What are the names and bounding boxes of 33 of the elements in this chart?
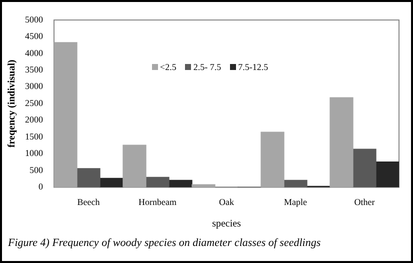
legend-label: 2.5- 7.5 xyxy=(192,62,222,72)
y-tick-label: 3000 xyxy=(25,81,44,92)
y-tick-label: 500 xyxy=(30,164,44,175)
bar xyxy=(376,161,399,188)
bar xyxy=(168,180,192,188)
bar xyxy=(284,180,308,188)
legend-label: 7.5-12.5 xyxy=(237,62,268,72)
y-tick-label: 4000 xyxy=(25,48,44,58)
y-axis-title: freqency (indivisual) xyxy=(6,60,18,148)
x-tick-label: Maple xyxy=(284,196,307,207)
x-axis-title: species xyxy=(212,218,242,230)
x-tick-label: Hornbeam xyxy=(138,196,176,207)
bar xyxy=(260,132,284,188)
x-tick-label: Beech xyxy=(77,196,100,207)
bar xyxy=(192,184,216,188)
bar xyxy=(76,168,100,188)
y-tick-label: 1000 xyxy=(25,148,44,158)
bar xyxy=(122,144,146,188)
y-tick-label: 3500 xyxy=(25,64,44,75)
bar xyxy=(146,176,170,188)
y-tick-label: 0 xyxy=(38,182,44,192)
x-tick-label: Oak xyxy=(219,196,234,207)
bar xyxy=(330,97,354,188)
legend-label: <2.5 xyxy=(159,62,176,72)
y-tick-label: 4500 xyxy=(25,31,44,42)
bar xyxy=(54,42,78,188)
bar xyxy=(352,148,376,188)
y-tick-label: 2500 xyxy=(25,98,44,108)
caption: Figure 4) Frequency of woody species on diameter classes of seedlings xyxy=(8,237,321,249)
x-tick-label: Other xyxy=(354,196,375,207)
y-tick-label: 5000 xyxy=(25,14,44,24)
y-tick-label: 2000 xyxy=(25,114,44,125)
y-tick-label: 1500 xyxy=(25,131,44,142)
